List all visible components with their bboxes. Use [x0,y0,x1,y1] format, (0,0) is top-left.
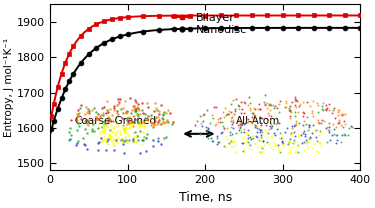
Legend: Bilayer, Nanodisc: Bilayer, Nanodisc [167,8,252,40]
Y-axis label: Entropy, J mol⁻¹K⁻¹: Entropy, J mol⁻¹K⁻¹ [4,38,14,137]
Text: Coarse-Grained: Coarse-Grained [74,115,156,126]
X-axis label: Time, ns: Time, ns [178,191,232,204]
Text: All-Atom: All-Atom [236,115,280,126]
